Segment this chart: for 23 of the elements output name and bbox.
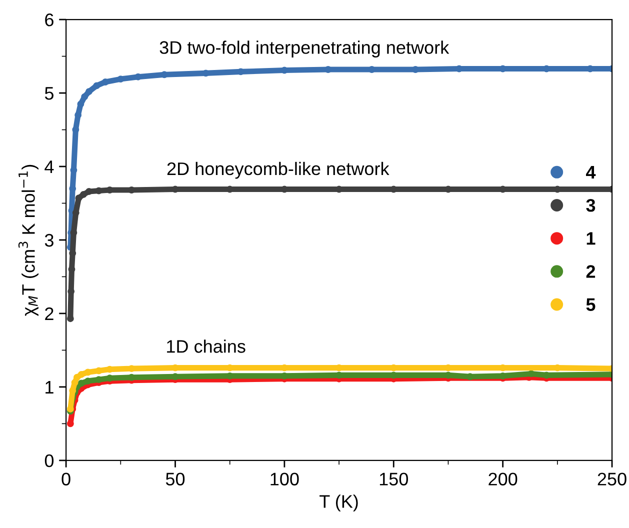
x-axis-title: T (K) [320,494,358,512]
legend-label: 5 [586,298,596,311]
annotation: 3D two-fold interpenetrating network [160,40,450,58]
y-tick-label: 2 [45,307,54,320]
x-tick-label: 50 [166,472,185,486]
legend-label: 4 [586,166,596,178]
annotation: 1D chains [167,340,246,353]
y-tick-label: 1 [46,381,54,394]
y-tick-label: 0 [44,454,54,468]
x-tick-label: 200 [488,472,518,486]
legend-label: 2 [586,265,596,278]
y-tick-label: 4 [44,160,54,174]
legend-label: 3 [586,198,596,212]
y-axis-title: χ$_{M}$T (cm$^{3}$ K mol$^{−1}$) [18,164,38,316]
x-tick-label: 250 [598,472,626,486]
y-tick-label: 5 [44,87,54,100]
y-tick-label: 3 [44,234,54,247]
y-tick-label: 6 [45,13,54,26]
legend-label: 1 [586,232,596,245]
x-tick-label: 0 [62,472,70,486]
x-tick-label: 100 [270,472,299,486]
annotation: 2D honeycomb-like network [167,162,390,179]
x-tick-label: 150 [380,472,408,486]
